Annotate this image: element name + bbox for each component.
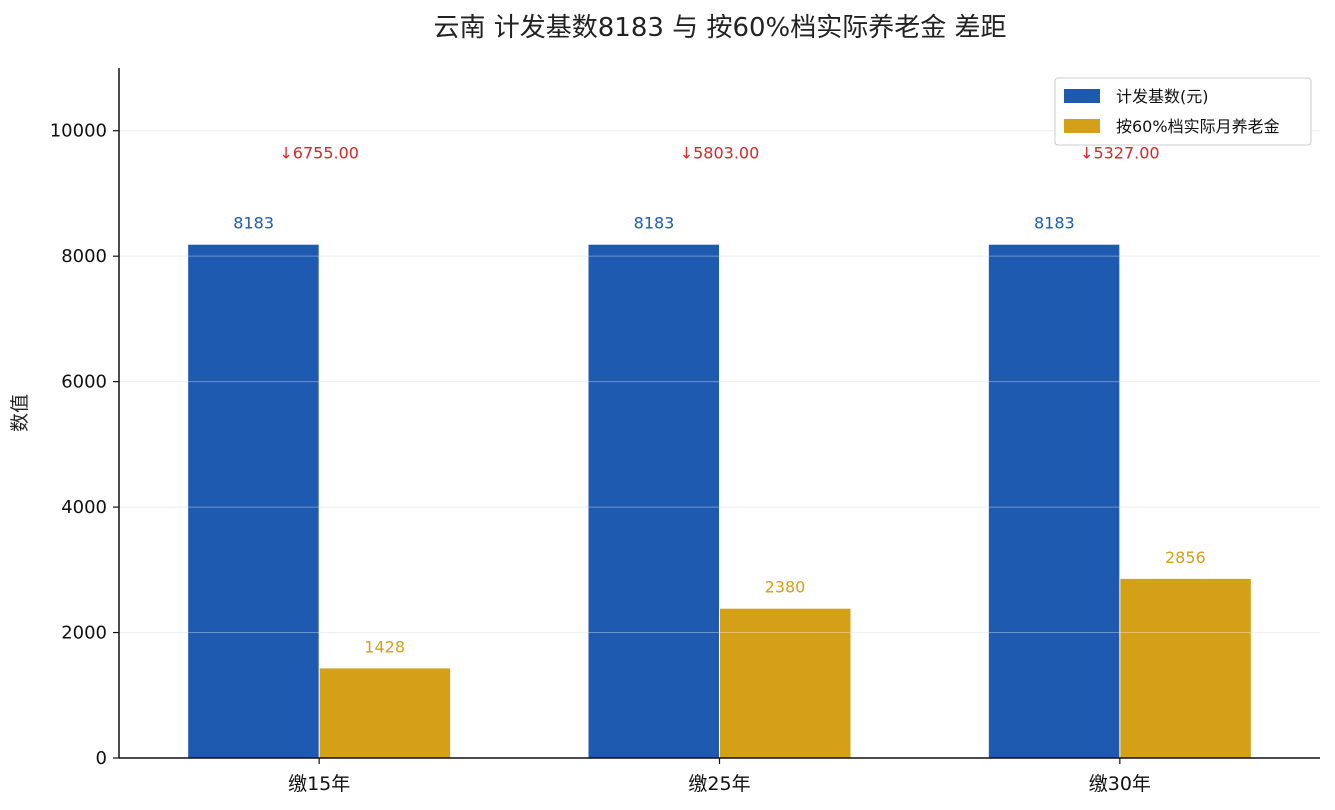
legend-box (1054, 77, 1312, 146)
bar-value-label-s0-c2: 8183 (1034, 214, 1075, 233)
legend-label-1: 按60%档实际月养老金 (1116, 117, 1280, 136)
chart-title: 云南 计发基数8183 与 按60%档实际养老金 差距 (433, 13, 1006, 43)
gap-annotation-0: ↓6755.00 (279, 144, 359, 163)
gap-annotation-1: ↓5803.00 (680, 144, 760, 163)
legend-swatch-0 (1064, 89, 1100, 103)
axes: 0 2000 4000 6000 8000 10000 缴15年 缴25年 缴30年 (50, 68, 1320, 795)
bar-s1-c1 (719, 608, 851, 758)
gap-annotation-2: ↓5327.00 (1080, 144, 1160, 163)
bar-value-label-s0-c1: 8183 (634, 214, 675, 233)
bar-s1-c0 (319, 668, 451, 758)
x-tick-label-2: 缴30年 (1089, 773, 1151, 795)
y-tick-label-2: 4000 (61, 497, 107, 518)
y-tick-label-5: 10000 (50, 121, 107, 142)
legend-label-0: 计发基数(元) (1116, 87, 1209, 106)
bar-s0-c0 (188, 244, 320, 758)
bar-value-label-s1-c0: 1428 (364, 637, 405, 656)
y-axis-label: 数值 (9, 394, 31, 432)
y-tick-label-1: 2000 (61, 623, 107, 644)
y-tick-label-0: 0 (96, 748, 107, 769)
x-tick-label-0: 缴15年 (288, 773, 350, 795)
bar-value-label-s0-c0: 8183 (233, 214, 274, 233)
bar-s0-c2 (988, 244, 1120, 758)
bar-value-label-s1-c2: 2856 (1165, 548, 1206, 567)
bar-s0-c1 (588, 244, 720, 758)
legend-swatch-1 (1064, 119, 1100, 133)
y-tick-label-4: 8000 (61, 246, 107, 267)
bar-value-label-s1-c1: 2380 (765, 578, 806, 597)
x-tick-label-1: 缴25年 (688, 773, 750, 795)
annotations: ↓6755.00 ↓5803.00 ↓5327.00 (279, 144, 1159, 163)
bars (119, 130, 1320, 758)
bar-labels: 8183 1428 8183 2380 8183 2856 (233, 214, 1205, 657)
y-tick-label-3: 6000 (61, 372, 107, 393)
bar-s1-c2 (1119, 578, 1251, 758)
legend: 计发基数(元) 按60%档实际月养老金 (1054, 77, 1312, 146)
